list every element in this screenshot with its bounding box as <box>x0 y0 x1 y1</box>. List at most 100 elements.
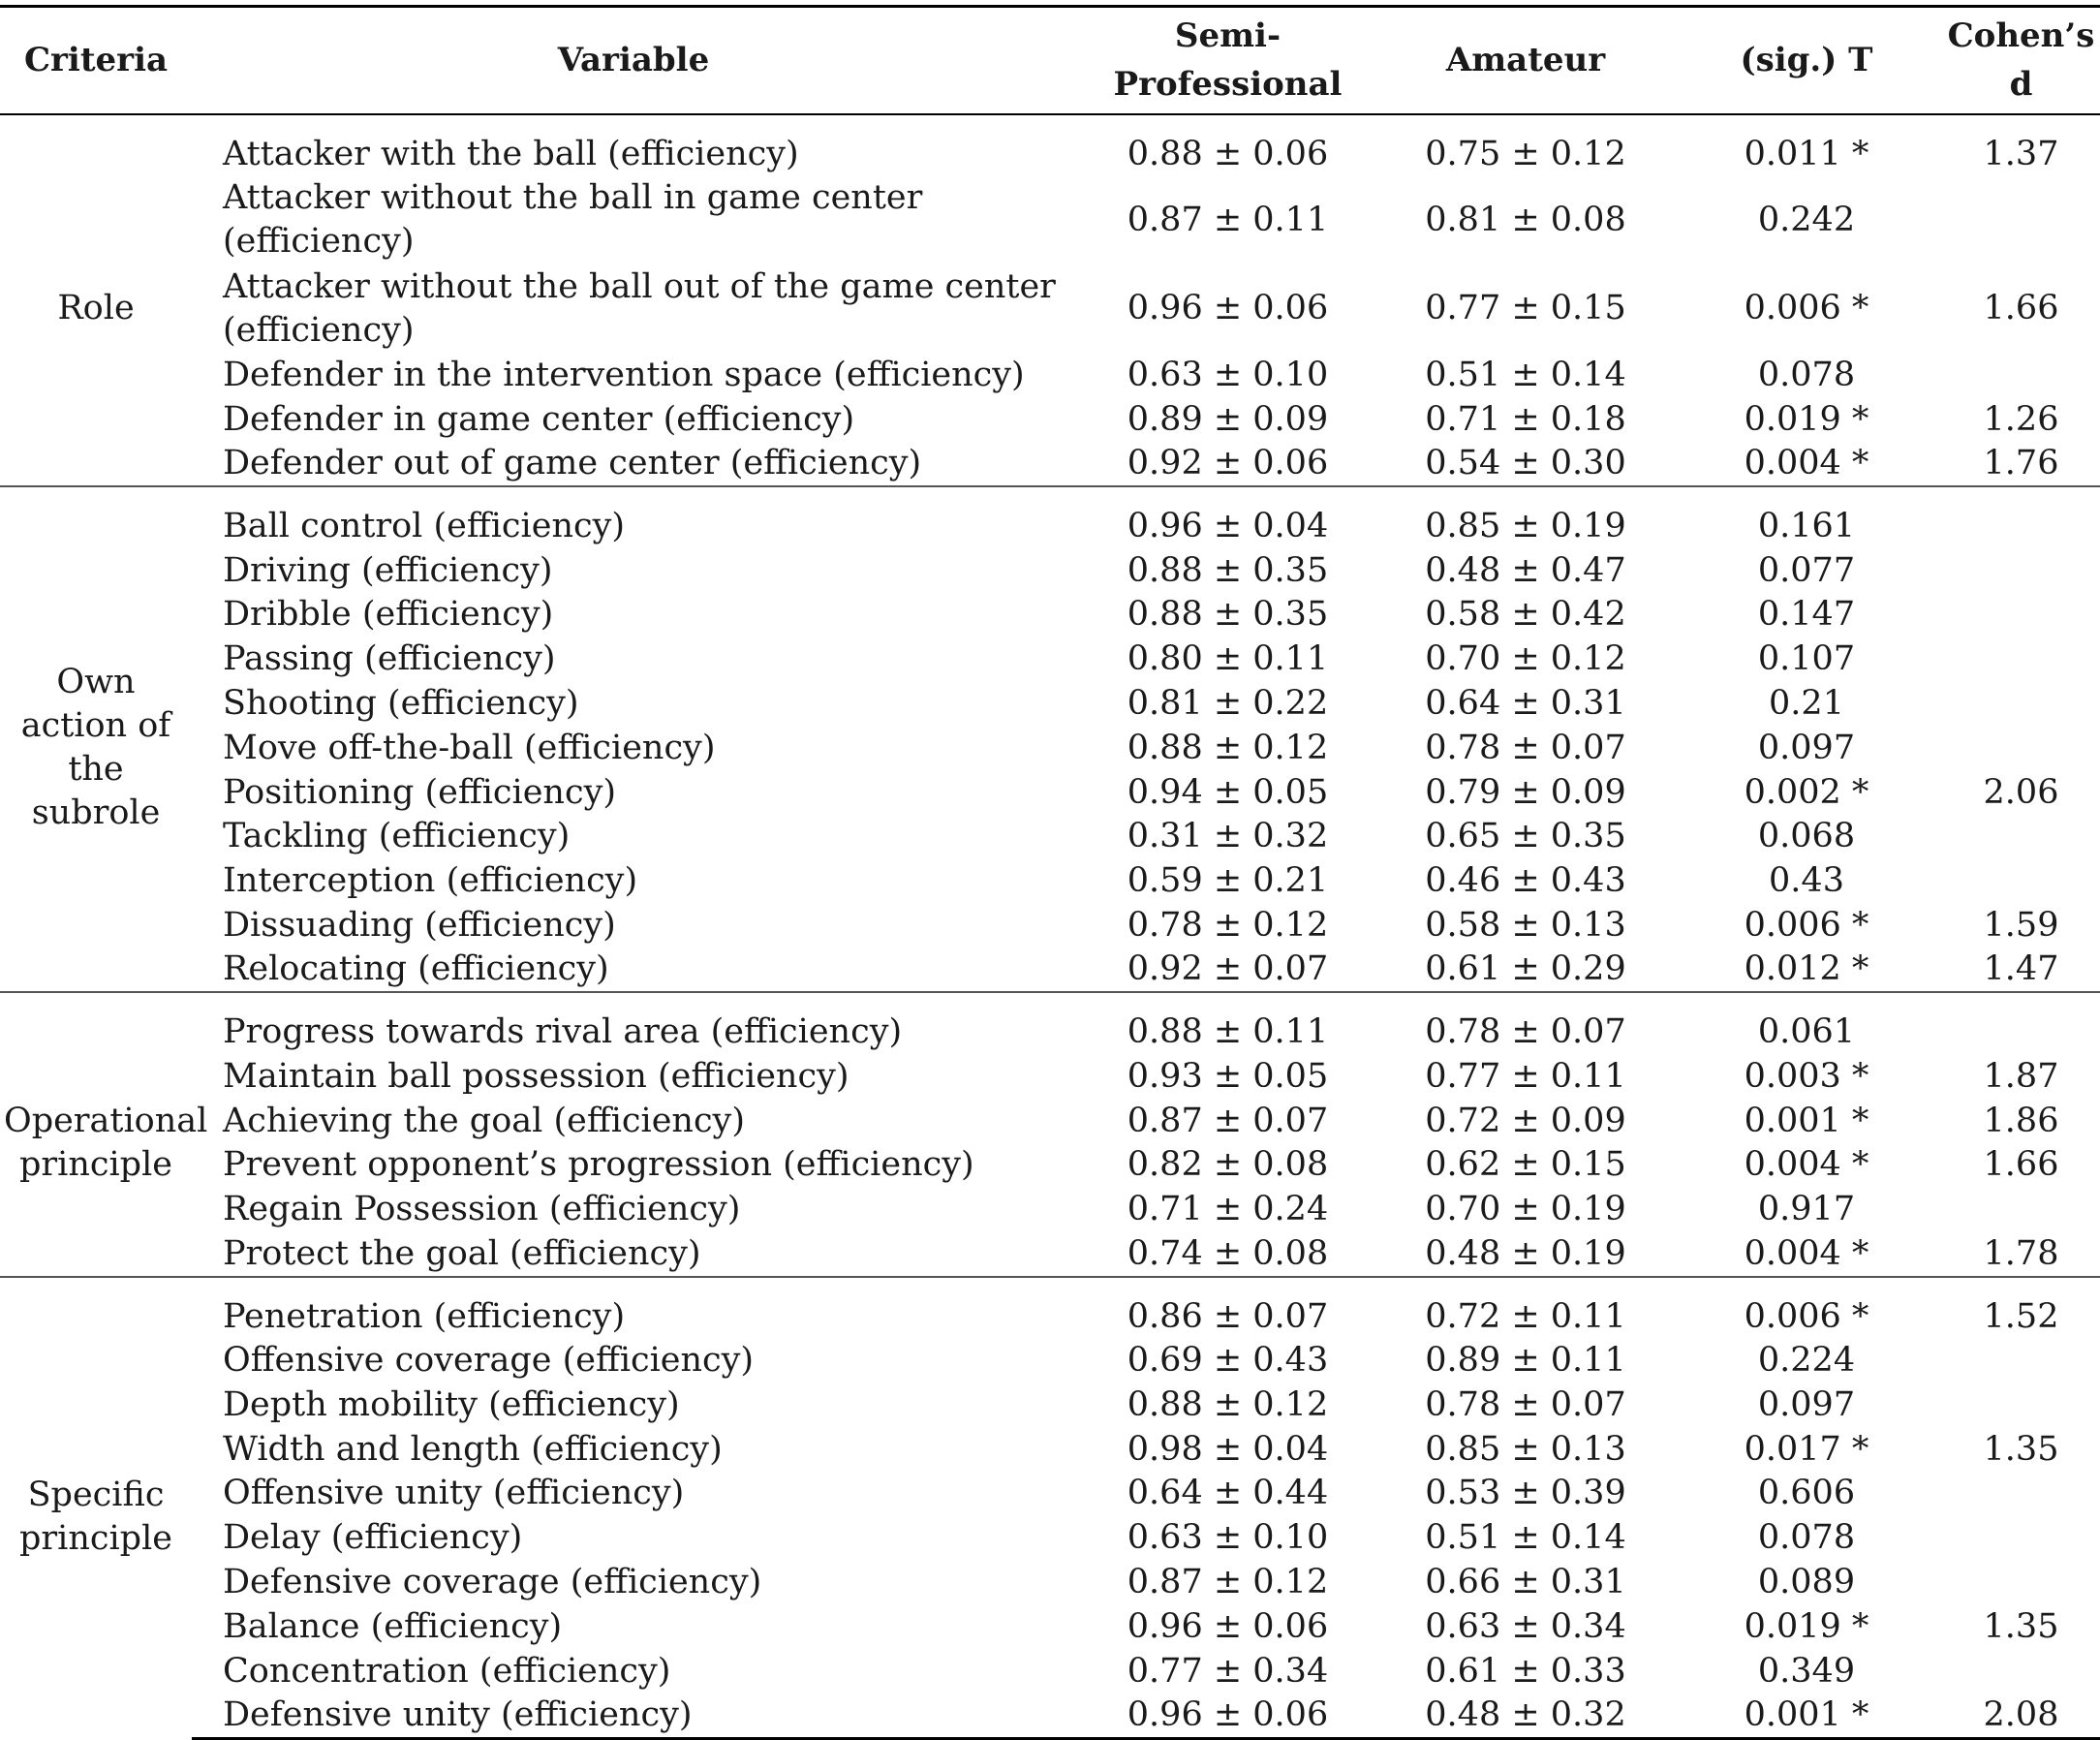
sig-t-cell: 0.917 <box>1757 1190 1856 1229</box>
cohens-d-cell: 1.66 <box>1983 1145 2059 1185</box>
semi-professional-cell: 0.88 ± 0.12 <box>1127 1384 1329 1424</box>
amateur-cell: 0.64 ± 0.31 <box>1425 684 1626 724</box>
header-amateur: Amateur <box>1380 5 1671 115</box>
semi-professional-cell: 0.80 ± 0.11 <box>1127 639 1329 679</box>
variable-cell: Attacker with the ball (efficiency) <box>223 134 799 173</box>
cohens-d-cell: 1.66 <box>1983 289 2059 328</box>
sig-t-cell: 0.002 * <box>1744 772 1869 812</box>
header-variable: Variable <box>192 5 1075 115</box>
table-row: Attacker without the ball in game center… <box>0 176 2100 265</box>
variable-cell: Defensive coverage (efficiency) <box>223 1563 762 1602</box>
semi-professional-cell: 0.64 ± 0.44 <box>1127 1474 1329 1513</box>
cohens-d-cell: 1.52 <box>1942 1275 2100 1339</box>
criteria-cell: Role <box>57 289 135 328</box>
cohens-d-cell <box>1942 1188 2100 1232</box>
semi-professional-cell: 0.82 ± 0.08 <box>1127 1145 1329 1185</box>
table-row: Prevent opponent’s progression (efficien… <box>0 1143 2100 1188</box>
sig-t-cell: 0.019 * <box>1744 1606 1869 1646</box>
semi-professional-cell: 0.63 ± 0.10 <box>1127 1518 1329 1558</box>
amateur-cell: 0.65 ± 0.35 <box>1425 817 1626 856</box>
sig-t-cell: 0.089 <box>1757 1563 1856 1602</box>
sig-t-cell: 0.161 <box>1671 485 1942 549</box>
sig-t-cell: 0.606 <box>1757 1474 1856 1513</box>
variable-cell: Depth mobility (efficiency) <box>223 1384 680 1424</box>
sig-t-cell: 0.006 * <box>1744 289 1869 328</box>
cohens-d-cell <box>1942 354 2100 398</box>
cohens-d-cell <box>1942 1339 2100 1383</box>
cohens-d-cell <box>1942 815 2100 859</box>
sig-t-cell: 0.43 <box>1769 861 1844 901</box>
table-row: Balance (efficiency) 0.96 ± 0.06 0.63 ± 0.… <box>0 1604 2100 1649</box>
semi-professional-cell: 0.88 ± 0.35 <box>1127 595 1329 635</box>
semi-professional-cell: 0.81 ± 0.22 <box>1127 684 1329 724</box>
amateur-cell: 0.51 ± 0.14 <box>1425 356 1626 395</box>
semi-professional-cell: 0.96 ± 0.06 <box>1075 1693 1380 1740</box>
amateur-cell: 0.72 ± 0.11 <box>1380 1275 1671 1339</box>
amateur-cell: 0.53 ± 0.39 <box>1425 1474 1626 1513</box>
table-row: Defender in game center (efficiency) 0.89… <box>0 397 2100 442</box>
cohens-d-cell <box>1942 637 2100 682</box>
sig-t-cell: 0.068 <box>1757 817 1856 856</box>
table-row: Protect the goal (efficiency) 0.74 ± 0.08… <box>0 1232 2100 1277</box>
table-row: Defender in the intervention space (effi… <box>0 354 2100 398</box>
variable-cell: Attacker without the ball out of the gam… <box>223 266 1056 350</box>
cohens-d-cell <box>1942 726 2100 770</box>
amateur-cell: 0.48 ± 0.19 <box>1425 1233 1626 1273</box>
table-row: Shooting (efficiency) 0.81 ± 0.22 0.64 ± 0… <box>0 682 2100 727</box>
sig-t-cell: 0.078 <box>1757 1518 1856 1558</box>
table-row: Regain Possession (efficiency) 0.71 ± 0.2… <box>0 1188 2100 1232</box>
amateur-cell: 0.77 ± 0.11 <box>1425 1056 1626 1096</box>
table-row: Maintain ball possession (efficiency) 0.9… <box>0 1054 2100 1099</box>
table-row: Width and length (efficiency) 0.98 ± 0.04… <box>0 1427 2100 1472</box>
cohens-d-cell: 1.86 <box>1983 1101 2059 1140</box>
semi-professional-cell: 0.88 ± 0.12 <box>1127 728 1329 767</box>
table-row: Dissuading (efficiency) 0.78 ± 0.12 0.58 ±… <box>0 904 2100 948</box>
variable-cell: Dribble (efficiency) <box>223 595 554 635</box>
sig-t-cell: 0.012 * <box>1744 949 1869 989</box>
variable-cell: Offensive unity (efficiency) <box>223 1474 685 1513</box>
amateur-cell: 0.77 ± 0.15 <box>1425 289 1626 328</box>
amateur-cell: 0.62 ± 0.15 <box>1425 1145 1626 1185</box>
amateur-cell: 0.70 ± 0.12 <box>1425 639 1626 679</box>
amateur-cell: 0.89 ± 0.11 <box>1425 1341 1626 1381</box>
variable-cell: Positioning (efficiency) <box>223 772 617 812</box>
amateur-cell: 0.72 ± 0.09 <box>1425 1101 1626 1140</box>
sig-t-cell: 0.003 * <box>1744 1056 1869 1096</box>
variable-cell: Defender out of game center (efficiency) <box>223 444 922 483</box>
sig-t-cell: 0.017 * <box>1744 1429 1869 1469</box>
amateur-cell: 0.66 ± 0.31 <box>1425 1563 1626 1602</box>
sig-t-cell: 0.006 * <box>1744 906 1869 946</box>
sig-t-cell: 0.107 <box>1757 639 1856 679</box>
table-group: Own action of the subrole Ball control (e… <box>0 485 2100 993</box>
table-row: Specific principle Penetration (efficienc… <box>0 1275 2100 1739</box>
variable-cell: Attacker without the ball in game center… <box>223 178 923 262</box>
cohens-d-cell <box>1942 682 2100 727</box>
variable-cell: Protect the goal (efficiency) <box>223 1233 701 1273</box>
header-semi-professional: Semi- Professional <box>1075 5 1380 115</box>
table-row: Own action of the subrole Ball control (e… <box>0 485 2100 993</box>
variable-cell: Progress towards rival area (efficiency) <box>192 991 1075 1055</box>
cohens-d-cell <box>1942 859 2100 904</box>
table-header: Criteria Variable Semi- Professional Amat… <box>0 5 2100 115</box>
cohens-d-cell <box>1942 991 2100 1055</box>
semi-professional-cell: 0.98 ± 0.04 <box>1127 1429 1329 1469</box>
variable-cell: Interception (efficiency) <box>223 861 638 901</box>
semi-professional-cell: 0.89 ± 0.09 <box>1127 399 1329 439</box>
semi-professional-cell: 0.87 ± 0.07 <box>1127 1101 1329 1140</box>
header-cohens-d: Cohen’s d <box>1942 5 2100 115</box>
variable-cell: Prevent opponent’s progression (efficien… <box>223 1145 974 1185</box>
sig-t-cell: 0.147 <box>1757 595 1856 635</box>
header-criteria: Criteria <box>0 5 192 115</box>
cohens-d-cell: 2.06 <box>1983 772 2059 812</box>
cohens-d-cell <box>1942 548 2100 593</box>
cohens-d-cell: 1.35 <box>1983 1429 2059 1469</box>
variable-cell: Concentration (efficiency) <box>223 1651 671 1691</box>
semi-professional-cell: 0.96 ± 0.06 <box>1127 289 1329 328</box>
cohens-d-cell <box>1942 1383 2100 1427</box>
variable-cell: Tackling (efficiency) <box>223 817 571 856</box>
sig-t-cell: 0.097 <box>1757 728 1856 767</box>
cohens-d-cell <box>1942 1472 2100 1516</box>
amateur-cell: 0.78 ± 0.07 <box>1380 991 1671 1055</box>
amateur-cell: 0.46 ± 0.43 <box>1425 861 1626 901</box>
variable-cell: Balance (efficiency) <box>223 1606 563 1646</box>
